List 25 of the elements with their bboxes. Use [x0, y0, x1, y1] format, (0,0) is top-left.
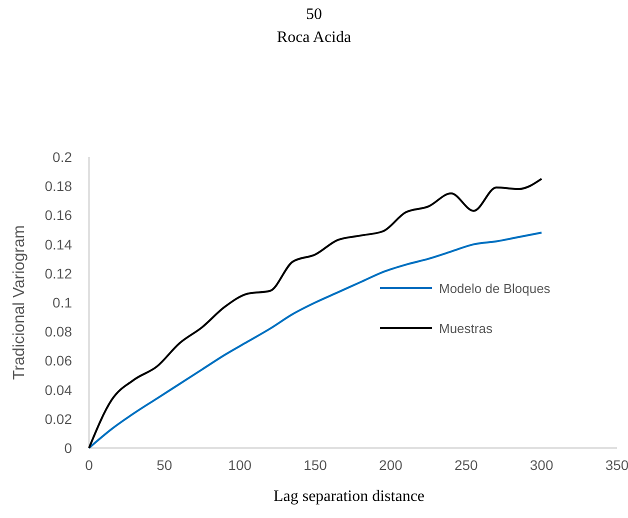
x-tick-label: 50	[156, 457, 172, 473]
y-tick-label: 0.18	[44, 178, 72, 194]
chart-title: 50	[306, 6, 322, 23]
y-tick-label: 0.2	[52, 149, 72, 165]
x-tick-label: 300	[530, 457, 554, 473]
y-tick-label: 0.06	[44, 352, 72, 369]
x-tick-label: 200	[379, 457, 403, 473]
y-axis-title: Tradicional Variogram	[11, 225, 28, 380]
x-tick-label: 250	[454, 457, 478, 473]
x-tick-label: 350	[605, 457, 628, 473]
chart-subtitle: Roca Acida	[276, 29, 352, 46]
legend-label: Muestras	[439, 321, 493, 336]
y-tick-label: 0.04	[44, 382, 72, 398]
y-tick-label: 0.16	[44, 207, 72, 224]
y-tick-label: 0	[64, 440, 72, 456]
x-axis-title: Lag separation distance	[273, 488, 425, 505]
y-tick-label: 0.14	[44, 236, 72, 252]
y-tick-label: 0.08	[44, 324, 72, 340]
legend-label: Modelo de Bloques	[439, 281, 551, 296]
y-tick-label: 0.1	[52, 294, 72, 310]
x-tick-label: 0	[85, 457, 94, 473]
y-tick-label: 0.12	[44, 265, 72, 282]
y-tick-label: 0.02	[44, 410, 72, 427]
x-tick-label: 150	[304, 457, 328, 473]
x-tick-label: 100	[228, 457, 252, 473]
